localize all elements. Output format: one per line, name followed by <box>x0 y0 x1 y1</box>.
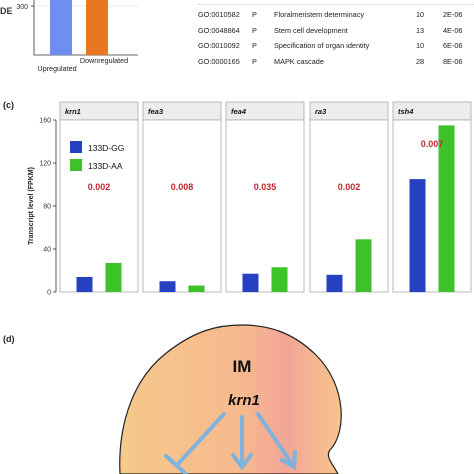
panel-b-bar-downregulated <box>86 0 108 55</box>
go-row-cutoff <box>198 0 474 5</box>
go-count: 28 <box>416 57 425 66</box>
y-tick-label: 0 <box>47 290 51 297</box>
pvalue-label: 0.035 <box>254 182 277 192</box>
repression-bar <box>164 454 188 474</box>
go-row: GO:0000165 P MAPK cascade 28 8E-06 <box>198 57 474 69</box>
bar-tsh4-133D-GG <box>409 179 426 292</box>
y-tick-label: 40 <box>43 247 51 254</box>
go-pvalue: 8E-06 <box>443 57 463 66</box>
legend-swatch-133D-GG <box>70 141 82 153</box>
legend-label-133D-GG: 133D-GG <box>88 143 124 153</box>
y-tick-label: 160 <box>39 118 51 125</box>
y-axis: 0 40 80 120 160 Transcript level (FPKM) <box>28 118 57 297</box>
facet-fea3: fea3 0.008 <box>142 101 222 293</box>
facet-title: ra3 <box>315 107 327 116</box>
go-term: Stem cell development <box>274 26 348 35</box>
repression-arrow <box>176 412 226 466</box>
bar-fea4-133D-AA <box>271 267 288 292</box>
arrowhead-center <box>231 453 253 471</box>
go-term: Specification of organ identity <box>274 41 370 50</box>
panel-b-category-upregulated: Upregulated <box>37 64 76 73</box>
go-row: GO:0010582 P Floralmeristem determinacy … <box>198 10 474 22</box>
panel-c-chart: 0 40 80 120 160 Transcript level (FPKM) krn1 0… <box>28 101 472 297</box>
facets: krn1 0.002 fea3 0.008 fea4 0.035 ra3 0.002 tsh4 0… <box>59 101 472 293</box>
panel-b-ylabel: DE <box>0 6 13 16</box>
go-pvalue: 2E-06 <box>443 10 463 19</box>
go-count: 10 <box>416 41 425 50</box>
go-id: GO:0000165 <box>198 57 240 66</box>
pvalue-label: 0.002 <box>338 182 361 192</box>
go-category: P <box>252 10 257 19</box>
panel-b-bar-upregulated <box>50 0 72 55</box>
meristem-diagram: IM krn1 <box>119 324 342 474</box>
panel-b-category-downregulated: Downregulated <box>80 56 128 65</box>
facet-plot-area <box>142 119 222 293</box>
bar-krn1-133D-GG <box>76 276 93 292</box>
bar-ra3-133D-AA <box>355 239 372 292</box>
bar-fea3-133D-AA <box>188 285 205 292</box>
panel-d-letter: (d) <box>3 334 15 344</box>
go-category: P <box>252 57 257 66</box>
go-count: 13 <box>416 26 425 35</box>
bar-fea3-133D-GG <box>159 281 176 292</box>
bar-krn1-133D-AA <box>105 262 122 292</box>
facet-tsh4: tsh4 0.007 <box>392 101 472 293</box>
facet-ra3: ra3 0.002 <box>309 101 389 293</box>
facet-plot-area <box>392 119 472 293</box>
go-row: GO:0048864 P Stem cell development 13 4E… <box>198 26 474 38</box>
pvalue-label: 0.002 <box>88 182 111 192</box>
facet-fea4: fea4 0.035 <box>225 101 305 293</box>
inflorescence-meristem-shape <box>119 324 342 474</box>
legend-swatch-133D-AA <box>70 159 82 171</box>
legend: 133D-GG 133D-AA <box>70 141 124 171</box>
facet-plot-area <box>225 119 305 293</box>
facet-title: tsh4 <box>398 107 414 116</box>
y-tick-label: 80 <box>43 204 51 211</box>
go-count: 10 <box>416 10 425 19</box>
go-category: P <box>252 26 257 35</box>
go-category: P <box>252 41 257 50</box>
bar-fea4-133D-GG <box>242 273 259 292</box>
go-id: GO:0010582 <box>198 10 240 19</box>
facet-title: krn1 <box>65 107 81 116</box>
panel-b-bar-chart: DE 300 Upregulated Downregulated <box>0 0 138 73</box>
go-pvalue: 6E-06 <box>443 41 463 50</box>
go-id: GO:0010092 <box>198 41 240 50</box>
bar-ra3-133D-GG <box>326 274 343 292</box>
facet-krn1: krn1 0.002 <box>59 101 139 293</box>
panel-c-letter: (c) <box>3 100 14 110</box>
go-term: MAPK cascade <box>274 57 324 66</box>
facet-title: fea4 <box>231 107 247 116</box>
gene-label: krn1 <box>228 392 260 409</box>
regulation-arrows <box>164 412 297 474</box>
pvalue-label: 0.007 <box>421 139 444 149</box>
go-id: GO:0048864 <box>198 26 240 35</box>
y-axis-title: Transcript level (FPKM) <box>28 167 35 245</box>
go-term: Floralmeristem determinacy <box>274 10 365 19</box>
facet-plot-area <box>309 119 389 293</box>
bar-tsh4-133D-AA <box>438 125 455 292</box>
activation-arrow-right <box>256 412 294 466</box>
go-pvalue: 4E-06 <box>443 26 463 35</box>
go-row: GO:0010092 P Specification of organ iden… <box>198 41 474 53</box>
panel-b-ytick: 300 <box>16 4 28 11</box>
im-label: IM <box>233 357 252 376</box>
facet-title: fea3 <box>148 107 164 116</box>
pvalue-label: 0.008 <box>171 182 194 192</box>
arrowhead-right <box>280 450 297 471</box>
legend-label-133D-AA: 133D-AA <box>88 161 123 171</box>
y-tick-label: 120 <box>39 161 51 168</box>
